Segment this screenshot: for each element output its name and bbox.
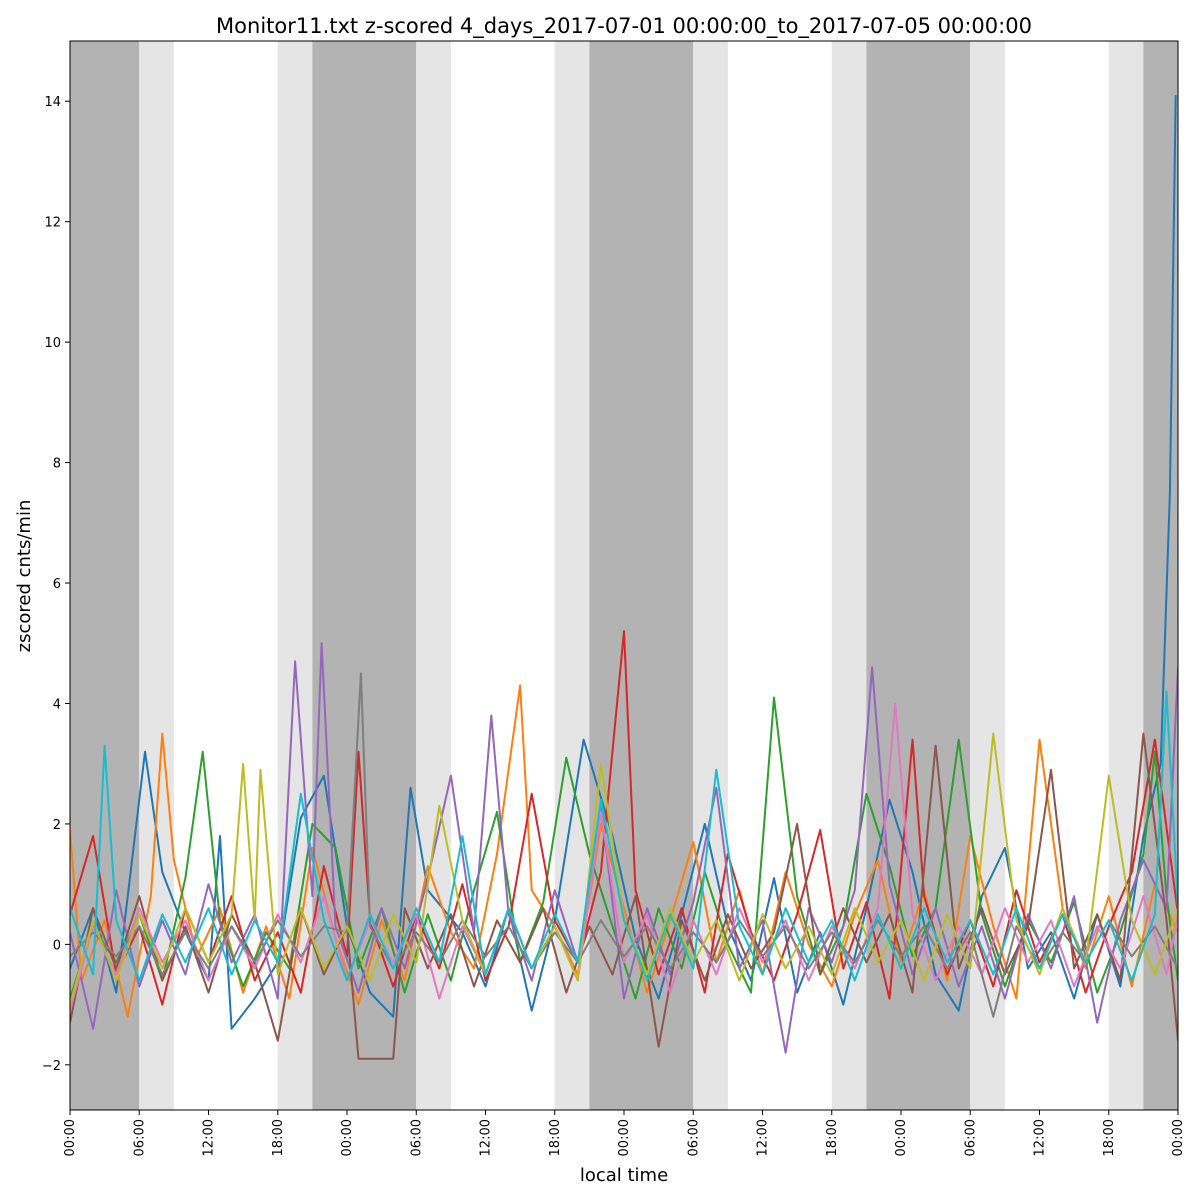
- x-tick-label: 06:00: [132, 1119, 147, 1156]
- x-tick-label: 06:00: [409, 1119, 424, 1156]
- x-tick-label: 00:00: [894, 1119, 909, 1156]
- x-tick-label: 18:00: [1102, 1119, 1117, 1156]
- x-tick-label: 18:00: [548, 1119, 563, 1156]
- x-tick-label: 18:00: [271, 1119, 286, 1156]
- y-tick-label: 10: [44, 336, 61, 351]
- y-tick-label: 4: [53, 697, 61, 712]
- x-tick-label: 12:00: [1033, 1119, 1048, 1156]
- y-tick-label: 2: [53, 818, 61, 833]
- x-tick-label: 06:00: [686, 1119, 701, 1156]
- x-tick-label: 12:00: [202, 1119, 217, 1156]
- y-tick-label: 14: [44, 95, 61, 110]
- x-axis: 00:00 06:00 12:00 18:00 00:00 06:00 12:00 18:00…: [63, 1110, 1186, 1156]
- x-tick-label: 00:00: [63, 1119, 78, 1156]
- chart-title: Monitor11.txt z-scored 4_days_2017-07-01…: [216, 14, 1032, 39]
- series-line-8: [70, 732, 1178, 1005]
- series-line-7: [70, 672, 1178, 1018]
- x-tick-label: 12:00: [756, 1119, 771, 1156]
- x-axis-label: local time: [580, 1165, 668, 1186]
- y-tick-label: 6: [53, 577, 61, 592]
- x-tick-label: 18:00: [825, 1119, 840, 1156]
- light-bands: [70, 41, 1178, 1110]
- y-axis-label: zscored cnts/min: [14, 500, 35, 653]
- x-tick-label: 06:00: [963, 1119, 978, 1156]
- series-line-6: [70, 702, 1178, 1011]
- series-line-5: [70, 732, 1178, 1060]
- y-axis: −2 0 2 4 6 8 10 12 14: [42, 95, 70, 1074]
- series-line-4: [70, 642, 1178, 1054]
- series-group: [70, 95, 1178, 1060]
- y-tick-label: 8: [53, 457, 61, 472]
- x-tick-label: 00:00: [340, 1119, 355, 1156]
- y-tick-label: −2: [42, 1059, 61, 1074]
- y-tick-label: 0: [53, 938, 61, 953]
- x-tick-label: 00:00: [617, 1119, 632, 1156]
- x-tick-label: 12:00: [479, 1119, 494, 1156]
- plot-area: [70, 95, 1178, 1060]
- x-tick-label: 00:00: [1171, 1119, 1186, 1156]
- series-line-9: [70, 690, 1178, 982]
- y-tick-label: 12: [44, 216, 61, 231]
